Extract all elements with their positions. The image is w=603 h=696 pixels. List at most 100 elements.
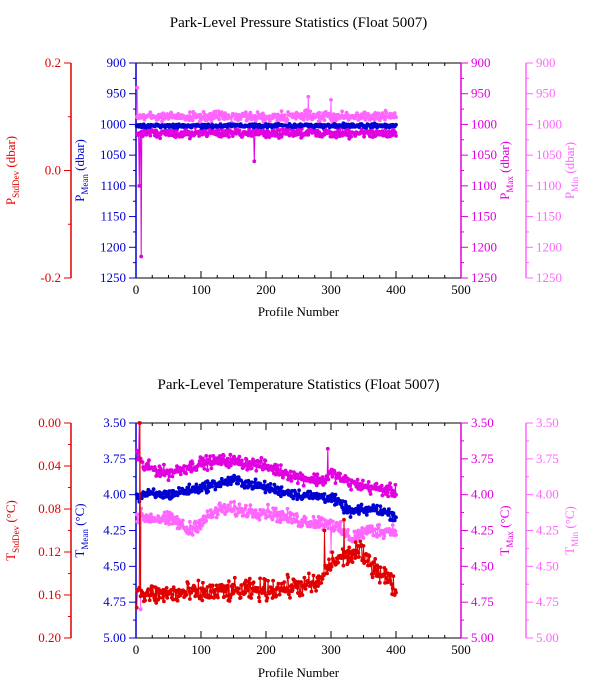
series-point-max (187, 466, 192, 471)
series-point-min (322, 118, 327, 123)
series-point-max (346, 133, 350, 138)
series-point-max (388, 481, 392, 486)
series-point-min (161, 111, 166, 116)
x-tick-label: 500 (451, 282, 471, 297)
series-point-stddev (201, 580, 205, 585)
series-point-stddev (266, 578, 270, 583)
series-point-max (346, 127, 351, 132)
series-point-min (148, 110, 153, 115)
y-axis-label-min: TMin (°C) (562, 506, 580, 555)
series-point-mean (378, 504, 383, 509)
series-point-stddev (236, 586, 241, 591)
y-tick-label-max: 1050 (471, 147, 497, 162)
series-point-stddev (370, 575, 375, 580)
series-point-min (165, 112, 170, 116)
series-point-stddev (201, 591, 206, 596)
y-tick-label-stddev: -0.2 (40, 270, 61, 285)
series-point-max (379, 483, 384, 488)
series-point-stddev (388, 572, 393, 576)
series-point-min (229, 500, 233, 505)
series-point-mean (344, 502, 348, 507)
series-point-mean (203, 484, 207, 489)
series-point-stddev (195, 590, 200, 595)
y-tick-label-min: 1050 (536, 147, 562, 162)
series-point-min (303, 516, 308, 521)
series-point-stddev (154, 601, 159, 605)
series-point-stddev (175, 598, 180, 603)
series-point-stddev (303, 587, 308, 591)
series-point-mean (272, 482, 277, 487)
series-point-mean (187, 482, 192, 487)
series-point-mean (392, 518, 397, 523)
series-point-mean (166, 492, 171, 497)
series-point-min (327, 111, 332, 116)
series-point-max (139, 254, 144, 259)
series-point-stddev (378, 565, 383, 570)
series-point-max (144, 132, 149, 137)
series-point-max (148, 133, 153, 138)
series-point-mean (223, 478, 228, 482)
series-point-max (301, 483, 306, 488)
series-point-mean (205, 479, 210, 484)
series-point-stddev (270, 587, 274, 591)
y-tick-label-stddev: 0.20 (38, 630, 61, 645)
series-point-max (259, 456, 264, 460)
y-tick-label-max: 1150 (471, 209, 497, 224)
series-point-stddev (377, 580, 382, 585)
y-axis-label-sub: StdDev (11, 525, 21, 553)
series-point-stddev (148, 587, 153, 592)
series-point-stddev (320, 577, 325, 581)
series-point-min (268, 119, 272, 123)
series-point-min (285, 118, 290, 122)
series-point-min (200, 523, 205, 528)
series-point-stddev (342, 517, 346, 522)
series-point-stddev (186, 586, 191, 591)
series-point-min (177, 526, 182, 531)
y-axis-label-mean: PMean (dbar) (72, 139, 90, 202)
series-point-max (227, 135, 231, 139)
series-point-max (330, 474, 335, 479)
series-point-stddev (200, 598, 205, 603)
series-point-mean (279, 485, 284, 489)
series-point-stddev (353, 540, 358, 545)
series-point-min (286, 519, 291, 524)
series-point-mean (210, 484, 215, 489)
series-point-max (279, 134, 284, 139)
series-point-mean (374, 507, 379, 512)
series-point-min (264, 514, 269, 519)
series-point-max (261, 462, 266, 467)
series-point-stddev (352, 552, 357, 557)
series-point-min (135, 85, 140, 90)
y-tick-label-mean: 1250 (100, 270, 126, 285)
series-point-stddev (314, 588, 318, 593)
series-point-stddev (381, 573, 386, 577)
series-point-min (318, 119, 322, 124)
y-axis-label-unit: (°C) (3, 500, 18, 526)
series-point-min (383, 117, 387, 122)
series-point-mean (394, 515, 398, 520)
series-point-stddev (134, 605, 139, 610)
series-point-stddev (373, 557, 378, 561)
series-point-stddev (245, 588, 250, 593)
series-point-stddev (319, 581, 324, 585)
series-point-min (175, 515, 179, 519)
series-point-stddev (227, 599, 232, 603)
series-point-min (163, 514, 168, 519)
series-point-mean (342, 506, 347, 511)
series-point-stddev (329, 564, 334, 569)
series-point-stddev (288, 595, 292, 600)
series-point-stddev (196, 578, 201, 583)
series-point-min (359, 531, 363, 535)
series-point-max (362, 134, 366, 139)
x-tick-label: 0 (133, 282, 140, 297)
series-point-stddev (186, 581, 190, 586)
series-point-stddev (184, 592, 189, 597)
series-point-max (338, 471, 342, 476)
series-point-max (366, 480, 371, 484)
y-tick-label-mean: 1200 (100, 239, 126, 254)
series-point-stddev (391, 574, 396, 578)
series-point-mean (343, 499, 348, 504)
series-point-stddev (286, 592, 291, 597)
series-point-stddev (361, 556, 365, 560)
y-tick-label-mean: 4.25 (103, 523, 126, 538)
